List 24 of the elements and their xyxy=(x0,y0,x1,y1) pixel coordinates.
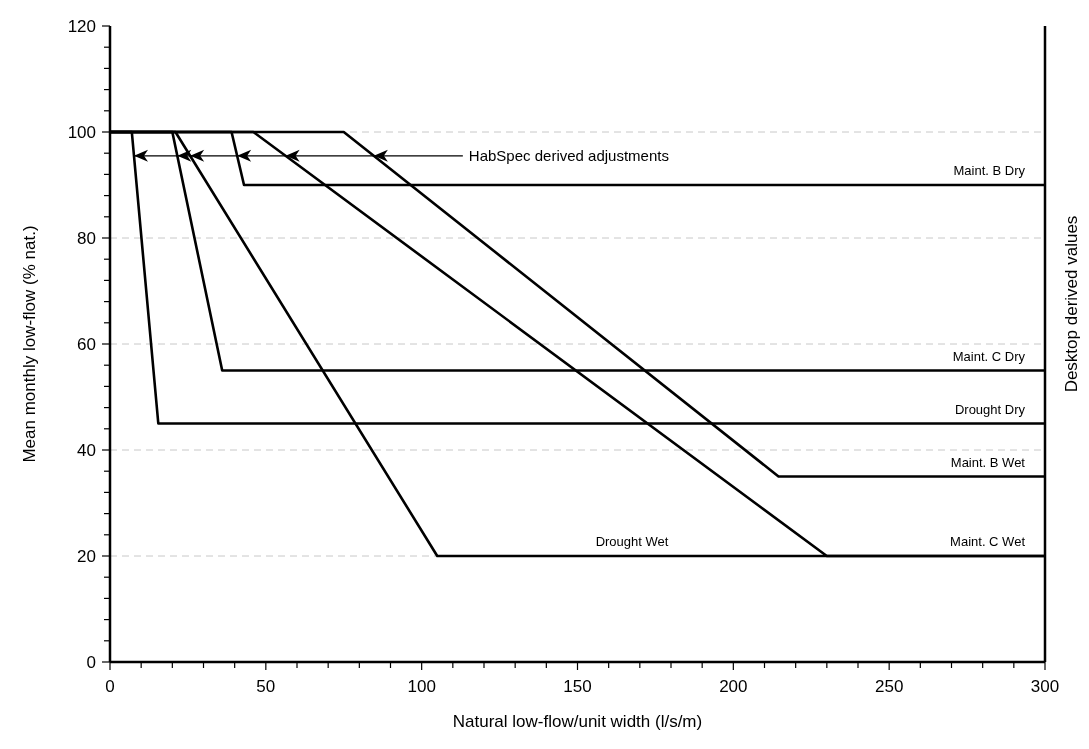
x-axis-title: Natural low-flow/unit width (l/s/m) xyxy=(452,712,703,731)
y-tick-label: 80 xyxy=(77,228,96,248)
annotation: HabSpec derived adjustments xyxy=(468,146,669,164)
x-tick-label: 250 xyxy=(874,677,904,696)
series-label: Maint. C Dry xyxy=(952,348,1026,364)
series-label: Drought Dry xyxy=(954,401,1026,417)
y2-axis-title: Desktop derived values xyxy=(1062,215,1081,393)
series-label: Maint. C Wet xyxy=(950,534,1026,549)
x-tick-label: 300 xyxy=(1030,677,1060,696)
y-tick-label: 40 xyxy=(77,440,96,460)
x-tick-label: 200 xyxy=(719,677,748,696)
x-tick-label: 150 xyxy=(563,677,592,696)
y-axis-title: Mean monthly low-flow (% nat.) xyxy=(20,225,39,463)
series-label: Drought Wet xyxy=(595,534,669,549)
x-tick-label: 50 xyxy=(256,677,276,696)
y-tick-label: 0 xyxy=(86,652,96,672)
y-tick-label: 20 xyxy=(77,546,96,566)
x-tick-label: 0 xyxy=(105,677,115,696)
y-tick-label: 100 xyxy=(67,122,96,142)
series-label: Maint. B Wet xyxy=(950,454,1026,470)
series-label: Maint. B Dry xyxy=(953,163,1026,178)
y-tick-label: 120 xyxy=(67,16,96,36)
y-tick-label: 60 xyxy=(77,334,96,354)
x-tick-label: 100 xyxy=(407,677,436,696)
